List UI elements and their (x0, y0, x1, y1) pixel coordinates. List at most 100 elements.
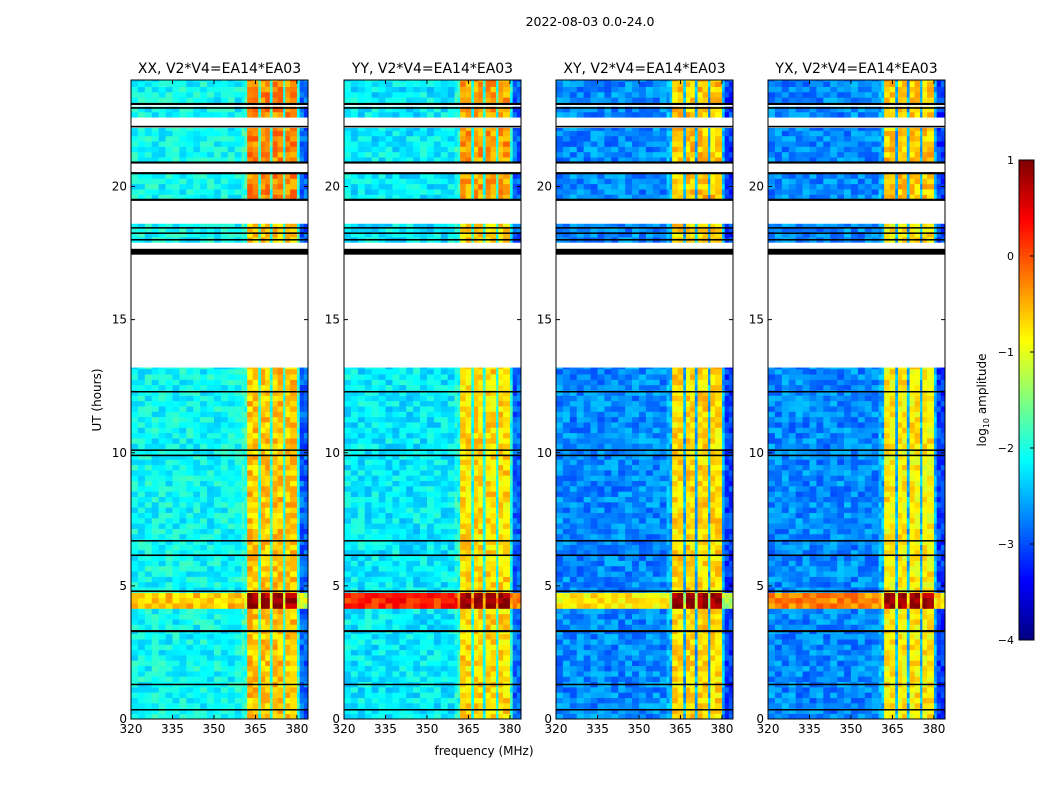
heatmap-cell (221, 141, 228, 147)
heatmap-cell (365, 555, 372, 561)
heatmap-cell (244, 513, 247, 519)
heatmap-cell (253, 603, 259, 609)
heatmap-cell (455, 571, 458, 577)
heatmap-cell (265, 427, 270, 433)
heatmap-cell (385, 609, 392, 615)
heatmap-cell (300, 152, 304, 158)
heatmap-cell (244, 518, 247, 524)
heatmap-cell (258, 518, 261, 524)
heatmap-cell (200, 128, 207, 131)
heatmap-cell (214, 545, 221, 551)
heatmap-cell (145, 491, 152, 497)
heatmap-cell (172, 676, 179, 682)
heatmap-cell (152, 443, 159, 449)
heatmap-cell (457, 380, 460, 386)
heatmap-cell (297, 571, 300, 577)
heatmap-cell (265, 571, 270, 577)
heatmap-cell (351, 566, 358, 572)
heatmap-cell (228, 81, 235, 87)
heatmap-cell (457, 566, 460, 572)
heatmap-cell (344, 624, 351, 630)
heatmap-cell (244, 619, 247, 625)
heatmap-cell (235, 385, 242, 391)
heatmap-cell (474, 385, 478, 391)
heatmap-cell (486, 534, 491, 540)
heatmap-cell (278, 624, 284, 630)
heatmap-cell (457, 427, 460, 433)
heatmap-cell (152, 619, 159, 625)
heatmap-cell (285, 427, 290, 433)
heatmap-cell (385, 380, 392, 386)
heatmap-cell (145, 518, 152, 524)
heatmap-cell (358, 470, 365, 476)
heatmap-cell (290, 87, 297, 93)
heatmap-cell (510, 703, 513, 709)
heatmap-cell (221, 417, 228, 423)
heatmap-cell (278, 687, 284, 693)
heatmap-cell (491, 518, 497, 524)
heatmap-cell (498, 422, 503, 428)
heatmap-cell (441, 433, 448, 439)
heatmap-cell (392, 582, 399, 588)
heatmap-cell (365, 401, 372, 407)
heatmap-cell (207, 128, 214, 131)
heatmap-cell (406, 603, 413, 609)
heatmap-cell (273, 401, 278, 407)
heatmap-cell (207, 703, 214, 709)
heatmap-cell (441, 593, 448, 599)
heatmap-cell (273, 523, 278, 529)
heatmap-cell (358, 555, 365, 561)
heatmap-cell (166, 385, 173, 391)
heatmap-cell (427, 465, 434, 471)
heatmap-cell (214, 491, 221, 497)
heatmap-cell (413, 385, 420, 391)
heatmap-cell (486, 385, 491, 391)
heatmap-cell (392, 465, 399, 471)
heatmap-cell (285, 692, 290, 698)
heatmap-cell (466, 624, 472, 630)
heatmap-cell (247, 624, 253, 630)
heatmap-cell (186, 475, 193, 481)
heatmap-cell (283, 224, 286, 227)
heatmap-cell (221, 438, 228, 444)
heatmap-cell (392, 380, 399, 386)
heatmap-cell (145, 152, 152, 158)
heatmap-cell (138, 475, 145, 481)
heatmap-cell (247, 141, 253, 147)
heatmap-cell (261, 87, 265, 93)
heatmap-cell (242, 703, 245, 709)
heatmap-cell (273, 112, 278, 118)
heatmap-cell (221, 529, 228, 535)
heatmap-cell (441, 438, 448, 444)
heatmap-cell (145, 534, 152, 540)
heatmap-cell (138, 81, 145, 87)
heatmap-cell (486, 698, 491, 704)
heatmap-cell (265, 179, 270, 185)
heatmap-cell (131, 486, 138, 492)
heatmap-cell (207, 465, 214, 471)
heatmap-cell (290, 655, 297, 661)
heatmap-cell (392, 561, 399, 567)
flagged-line (131, 227, 308, 229)
heatmap-cell (138, 465, 145, 471)
heatmap-cell (297, 184, 300, 190)
heatmap-cell (258, 634, 261, 640)
heatmap-cell (385, 714, 392, 720)
heatmap-cell (221, 411, 228, 417)
heatmap-cell (365, 660, 372, 666)
heatmap-cell (290, 577, 297, 583)
heatmap-cell (152, 385, 159, 391)
heatmap-cell (372, 660, 379, 666)
heatmap-cell (193, 128, 200, 131)
heatmap-cell (244, 593, 247, 599)
heatmap-cell (297, 459, 300, 465)
heatmap-cell (372, 411, 379, 417)
heatmap-cell (186, 529, 193, 535)
heatmap-cell (496, 491, 499, 497)
heatmap-cell (145, 443, 152, 449)
heatmap-cell (372, 513, 379, 519)
heatmap-cell (179, 147, 186, 153)
heatmap-cell (290, 571, 297, 577)
heatmap-cell (145, 131, 152, 137)
heatmap-cell (247, 380, 253, 386)
